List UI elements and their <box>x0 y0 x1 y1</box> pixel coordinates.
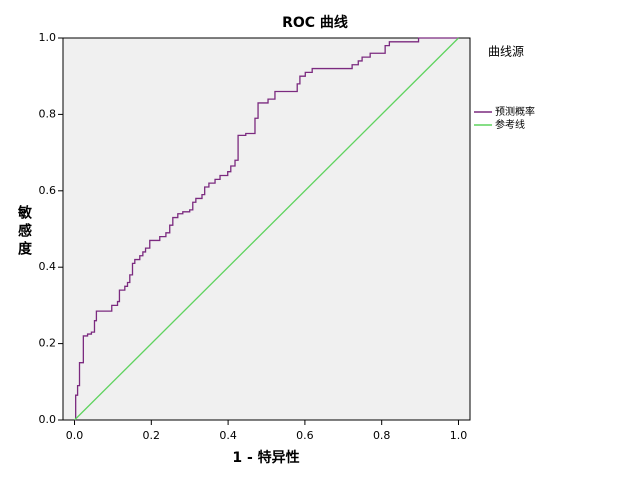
legend-title: 曲线源 <box>488 45 524 59</box>
x-tick-label: 1.0 <box>450 429 468 442</box>
y-tick-label: 0.4 <box>39 260 57 273</box>
x-tick-label: 0.6 <box>296 429 314 442</box>
y-tick-label: 0.6 <box>39 184 57 197</box>
x-axis-title: 1 - 特异性 <box>232 449 299 466</box>
x-tick-label: 0.0 <box>66 429 84 442</box>
roc-line <box>74 37 459 421</box>
y-tick-label: 0.8 <box>39 107 57 120</box>
legend-label: 参考线 <box>495 118 525 131</box>
chart-title: ROC 曲线 <box>282 14 348 31</box>
y-tick-label: 1.0 <box>39 31 57 44</box>
y-axis-title: 敏感度 <box>16 204 33 259</box>
y-tick-label: 0.2 <box>39 337 57 350</box>
y-tick-label: 0.0 <box>39 413 57 426</box>
x-tick-label: 0.2 <box>143 429 161 442</box>
legend-label: 预测概率 <box>495 105 535 118</box>
roc-line <box>74 37 459 421</box>
x-tick-label: 0.4 <box>219 429 237 442</box>
x-tick-label: 0.8 <box>373 429 391 442</box>
